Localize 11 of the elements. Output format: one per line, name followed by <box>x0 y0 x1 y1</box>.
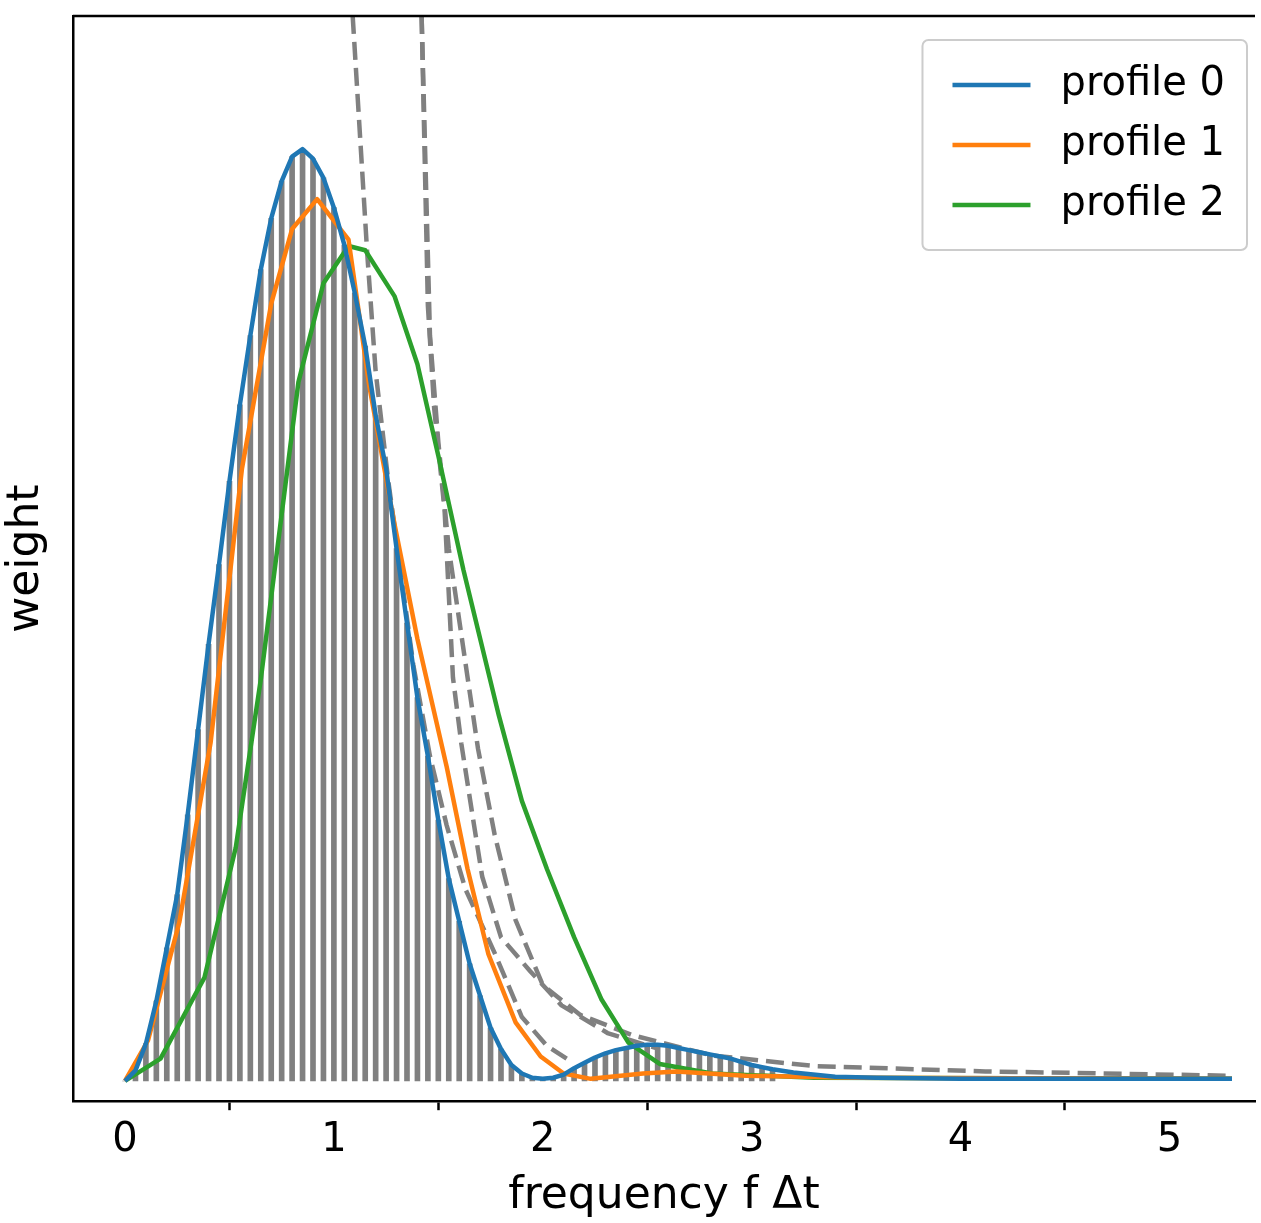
legend-label: profile 0 <box>1060 58 1225 105</box>
x-tick-label: 4 <box>947 1113 974 1160</box>
x-tick-label: 2 <box>530 1113 556 1160</box>
x-tick-label: 0 <box>112 1113 138 1160</box>
legend-label: profile 1 <box>1060 118 1225 165</box>
x-tick-label: 1 <box>321 1113 347 1160</box>
y-axis-title: weight <box>0 484 48 633</box>
legend-label: profile 2 <box>1060 178 1225 225</box>
x-tick-label: 5 <box>1156 1113 1183 1160</box>
x-tick-label: 3 <box>738 1113 765 1160</box>
x-axis-title: frequency f Δt <box>508 1167 820 1219</box>
